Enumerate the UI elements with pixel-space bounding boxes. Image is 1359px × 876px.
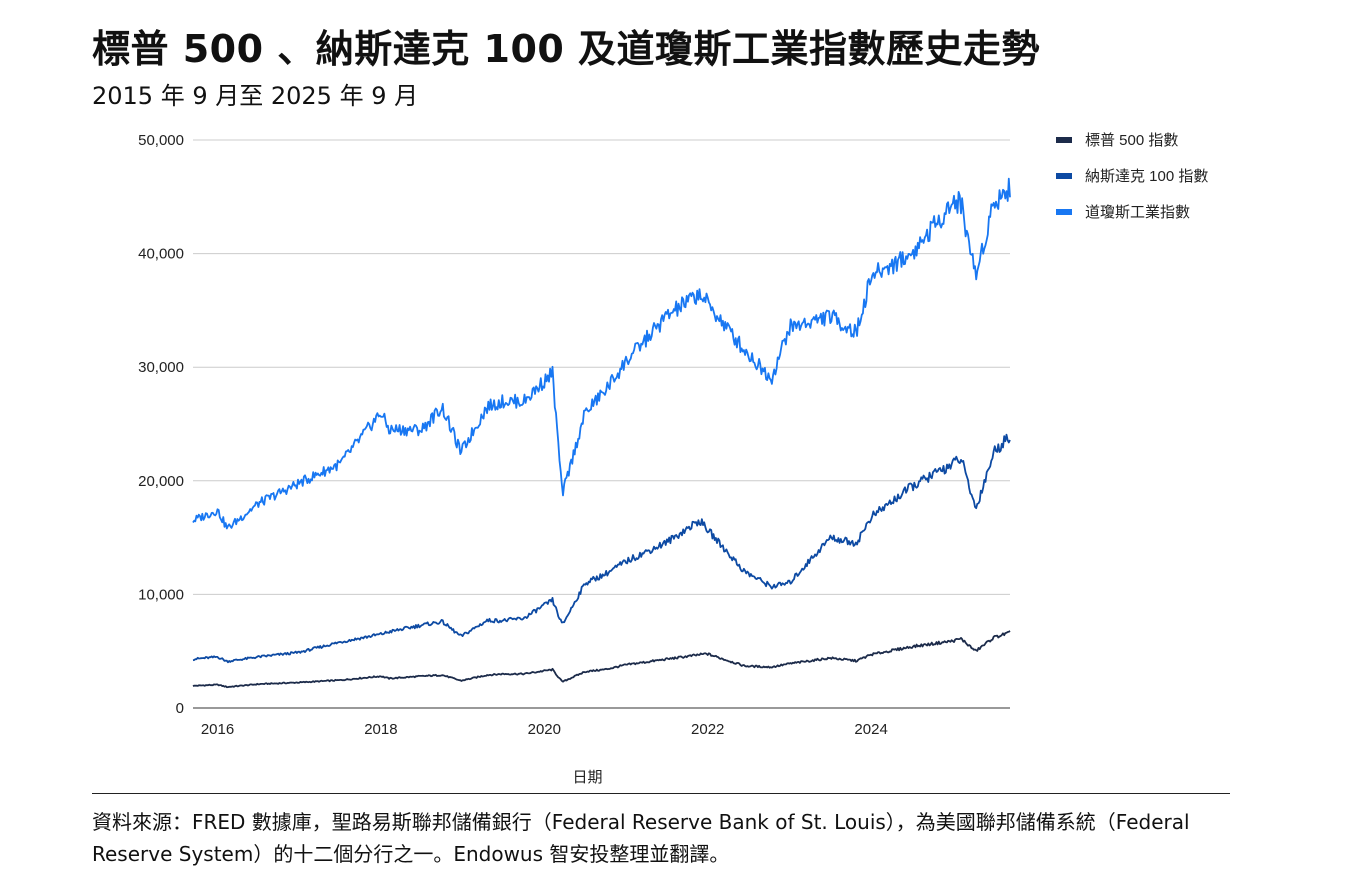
- legend-label: 標普 500 指數: [1085, 132, 1178, 149]
- x-tick-label: 2022: [691, 721, 724, 738]
- chart-title: 標普 500 、納斯達克 100 及道瓊斯工業指數歷史走勢: [92, 27, 1041, 71]
- series-line: [192, 177, 1011, 530]
- chart-subtitle: 2015 年 9 月至 2025 年 9 月: [92, 82, 419, 110]
- line-chart: 0 10,000 20,000 30,000 40,000 50,000 2016 2018 2…: [138, 132, 1208, 786]
- y-tick-label: 50,000: [138, 132, 184, 149]
- legend-swatch: [1056, 173, 1072, 179]
- x-axis-title: 日期: [572, 769, 602, 786]
- x-tick-label: 2018: [364, 721, 397, 738]
- source-note: 資料來源：FRED 數據庫，聖路易斯聯邦儲備銀行（Federal Reserve…: [92, 810, 1190, 866]
- x-tick-label: 2024: [854, 721, 887, 738]
- legend-swatch: [1056, 137, 1072, 143]
- x-tick-label: 2016: [201, 721, 234, 738]
- y-tick-label: 30,000: [138, 359, 184, 376]
- series-line: [192, 433, 1011, 664]
- y-tick-label: 10,000: [138, 586, 184, 603]
- legend-label: 道瓊斯工業指數: [1085, 204, 1190, 221]
- x-tick-label: 2020: [528, 721, 561, 738]
- y-tick-label: 20,000: [138, 473, 184, 490]
- legend-swatch: [1056, 209, 1072, 215]
- series-line: [192, 630, 1011, 689]
- footer-divider: [92, 793, 1230, 794]
- y-tick-label: 0: [176, 700, 184, 717]
- y-tick-label: 40,000: [138, 246, 184, 263]
- legend-label: 納斯達克 100 指數: [1085, 168, 1208, 185]
